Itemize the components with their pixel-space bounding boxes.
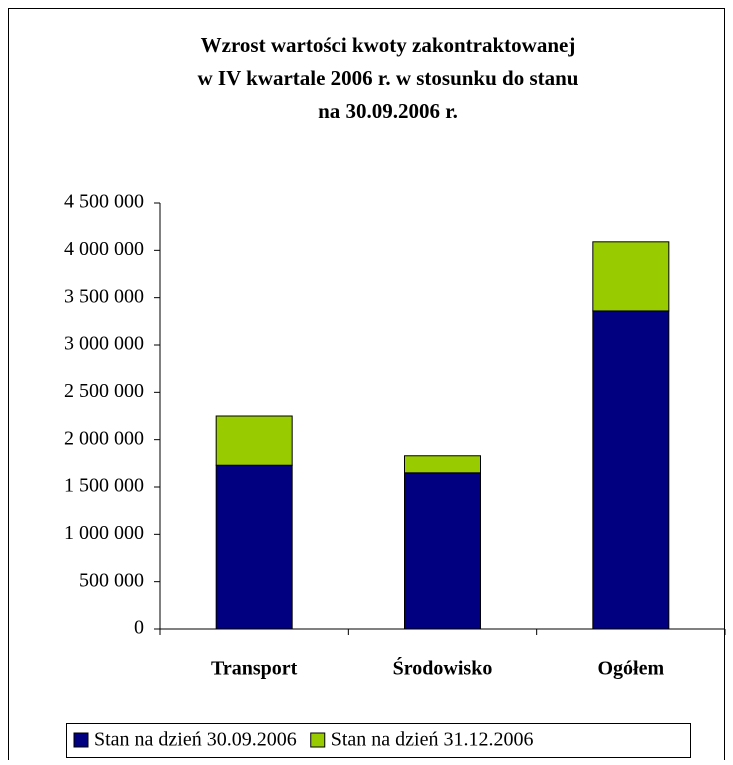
- y-tick-label: 2 500 000: [64, 380, 144, 402]
- y-tick-label: 500 000: [79, 569, 144, 591]
- bar-segment: [404, 455, 481, 474]
- y-tick-label: 4 000 000: [64, 238, 144, 260]
- y-tick-label: 2 000 000: [64, 427, 144, 449]
- y-tick-label: 1 000 000: [64, 522, 144, 544]
- legend-label: Stan na dzień 30.09.2006: [94, 729, 297, 751]
- bar-segment: [215, 464, 293, 630]
- chart-frame: [8, 8, 725, 765]
- y-tick-label: 3 500 000: [64, 285, 144, 307]
- x-tick-label: Ogółem: [598, 658, 665, 680]
- y-tick-label: 4 500 000: [64, 191, 144, 213]
- x-tick-label: Transport: [211, 658, 298, 680]
- y-tick-label: 3 000 000: [64, 333, 144, 355]
- bar-segment: [592, 310, 670, 630]
- bar-segment: [404, 472, 481, 630]
- x-tick-label: Środowisko: [393, 656, 493, 680]
- legend-label: Stan na dzień 31.12.2006: [331, 729, 534, 751]
- chart-title: Wzrost wartości kwoty zakontraktowanej: [201, 33, 576, 57]
- bar-segment: [592, 241, 670, 312]
- legend-swatch: [310, 732, 326, 748]
- legend-box: [66, 723, 691, 758]
- legend-swatch: [73, 732, 89, 748]
- chart-title: na 30.09.2006 r.: [318, 99, 458, 123]
- chart-title: w IV kwartale 2006 r. w stosunku do stan…: [197, 66, 578, 90]
- y-tick-label: 1 500 000: [64, 475, 144, 497]
- y-tick-label: 0: [134, 617, 144, 639]
- bar-segment: [215, 415, 293, 466]
